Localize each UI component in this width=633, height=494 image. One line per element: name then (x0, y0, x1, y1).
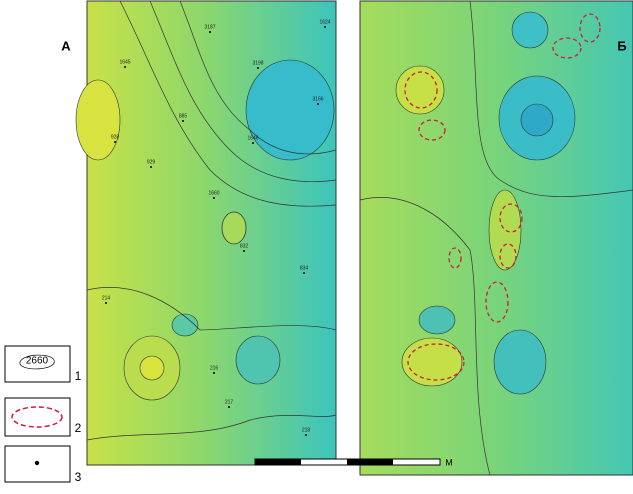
well (150, 166, 152, 168)
well-label: 834 (300, 265, 309, 271)
legend-box (4, 345, 71, 383)
legend: 2660 1 2 3 (4, 345, 82, 484)
legend-number: 1 (75, 369, 82, 383)
contour-line (469, 0, 633, 197)
well-label: 928 (111, 134, 120, 140)
map-a: А 3187 3198 1624 1645 3166 1646 1660 885 928 929 8… (61, 0, 337, 466)
well-label: 3198 (252, 60, 263, 66)
well-label: 216 (210, 365, 219, 371)
well-label: 3166 (312, 96, 323, 102)
scale-bar: М (254, 457, 453, 467)
contour-area (488, 189, 522, 271)
well-label: 1660 (208, 190, 219, 196)
contour-area (395, 65, 445, 115)
contour-line (359, 197, 491, 476)
well-label: 3187 (204, 24, 215, 30)
well (209, 31, 211, 33)
contour-area (520, 103, 554, 137)
well (257, 67, 259, 69)
contour-area (221, 211, 247, 245)
well-label: 217 (225, 399, 234, 405)
well-label: 1645 (119, 59, 130, 65)
contour-area (235, 335, 281, 385)
anomaly-outlines (404, 13, 601, 381)
contour-area (245, 59, 335, 161)
well-label: 885 (179, 113, 188, 119)
legend-text: 2660 (26, 356, 49, 367)
legend-number: 2 (75, 421, 82, 435)
well (324, 26, 326, 28)
legend-number: 3 (75, 470, 82, 484)
well (243, 250, 245, 252)
contour-line (86, 287, 337, 331)
well-label: 832 (240, 243, 249, 249)
well (124, 66, 126, 68)
contour-area (75, 79, 121, 161)
well-label: 218 (302, 427, 311, 433)
contour-area (171, 313, 199, 337)
well-label: 1624 (319, 19, 330, 25)
panel-label: Б (617, 38, 626, 53)
well-label: 214 (102, 295, 111, 301)
well (213, 197, 215, 199)
well (213, 372, 215, 374)
contour-area (401, 337, 463, 387)
well (317, 103, 319, 105)
well (228, 406, 230, 408)
well (252, 142, 254, 144)
legend-symbol (34, 460, 40, 466)
wells: 3187 3198 1624 1645 3166 1646 1660 885 928 929 832… (102, 19, 331, 436)
contour-line (86, 414, 337, 441)
contour-line (149, 0, 337, 182)
contour-area (418, 305, 456, 335)
well (305, 434, 307, 436)
legend-box (4, 397, 71, 437)
well-label: 929 (147, 159, 156, 165)
contour-area (139, 355, 165, 381)
well (303, 272, 305, 274)
contour-area (511, 11, 549, 49)
legend-symbol (11, 406, 63, 428)
well (105, 302, 107, 304)
contour-line (179, 0, 337, 155)
legend-symbol (19, 354, 55, 370)
panel-label: А (61, 38, 71, 53)
contour-line (119, 0, 337, 207)
well (182, 120, 184, 122)
contour-area (493, 329, 547, 395)
scale-unit: М (445, 457, 453, 467)
well-label: 1646 (247, 135, 258, 141)
well (114, 141, 116, 143)
map-b: Б (359, 0, 633, 476)
